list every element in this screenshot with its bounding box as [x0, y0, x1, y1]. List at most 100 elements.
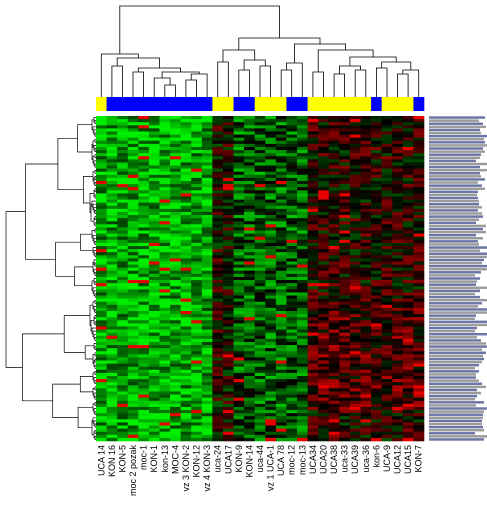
heatmap-cell	[392, 146, 404, 151]
row-label-mark	[429, 317, 475, 320]
heatmap-cell	[127, 215, 139, 219]
heatmap-cell	[191, 174, 203, 179]
row-label-mark	[429, 172, 480, 175]
heatmap-cell	[371, 311, 382, 315]
row-label-mark	[429, 147, 483, 150]
heatmap-cell	[297, 369, 308, 374]
heatmap-cell	[413, 239, 425, 244]
heatmap-cell	[328, 391, 340, 395]
column-group-cell	[180, 97, 192, 111]
heatmap-cell	[127, 249, 139, 253]
heatmap-cell	[191, 419, 203, 423]
heatmap-cell	[381, 146, 393, 151]
heatmap-cell	[138, 227, 150, 231]
heatmap-cell	[170, 174, 181, 179]
heatmap-cell	[371, 184, 382, 188]
heatmap-cell	[159, 258, 171, 262]
heatmap-cell	[138, 406, 150, 411]
heatmap-cell	[286, 304, 298, 309]
heatmap-cell	[159, 400, 171, 405]
heatmap-cell	[233, 419, 245, 423]
heatmap-cell	[339, 295, 351, 299]
heatmap-cell	[318, 258, 330, 262]
heatmap-cell	[117, 227, 129, 231]
heatmap-cell	[212, 122, 224, 126]
heatmap-cell	[170, 249, 181, 253]
row-label-mark	[429, 326, 477, 330]
heatmap-cell	[297, 307, 308, 312]
heatmap-cell	[297, 301, 308, 306]
heatmap-cell	[180, 314, 192, 318]
heatmap-cell	[297, 224, 308, 228]
heatmap-cell	[159, 208, 171, 213]
heatmap-cell	[413, 242, 425, 247]
heatmap-cell	[371, 434, 382, 439]
heatmap-cell	[328, 314, 340, 318]
heatmap-cell	[265, 134, 277, 138]
heatmap-cell	[117, 298, 129, 303]
heatmap-cell	[349, 320, 361, 324]
heatmap-cell	[191, 270, 203, 275]
heatmap-cell	[413, 168, 425, 173]
heatmap-cell	[371, 242, 382, 247]
heatmap-cell	[339, 205, 351, 210]
heatmap-cell	[307, 116, 319, 120]
heatmap-cell	[254, 406, 266, 411]
heatmap-cell	[360, 323, 372, 327]
heatmap-cell	[413, 249, 425, 253]
heatmap-cell	[159, 403, 171, 408]
heatmap-cell	[307, 403, 319, 408]
heatmap-cell	[233, 413, 245, 417]
heatmap-cell	[349, 360, 361, 364]
row-label-mark	[429, 332, 487, 336]
column-label: moc-1	[139, 445, 149, 470]
heatmap-cell	[96, 258, 107, 262]
heatmap-cell	[159, 283, 171, 287]
heatmap-cell	[307, 360, 319, 364]
heatmap-cell	[106, 174, 118, 179]
heatmap-cell	[233, 150, 245, 154]
heatmap-cell	[191, 289, 203, 293]
row-label-mark	[429, 379, 479, 382]
heatmap-cell	[275, 227, 287, 231]
heatmap-cell	[349, 382, 361, 386]
heatmap-cell	[328, 131, 340, 135]
heatmap-cell	[328, 320, 340, 324]
heatmap-cell	[318, 304, 330, 309]
heatmap-cell	[222, 410, 234, 414]
heatmap-cell	[392, 119, 404, 123]
heatmap-cell	[201, 227, 213, 231]
heatmap-cell	[307, 292, 319, 296]
heatmap-cell	[297, 233, 308, 238]
heatmap-cell	[233, 292, 245, 296]
heatmap-cell	[138, 311, 150, 315]
heatmap-cell	[371, 153, 382, 157]
heatmap-cell	[402, 193, 414, 197]
heatmap-cell	[191, 137, 203, 142]
heatmap-cell	[148, 218, 160, 222]
column-label: KON-5	[118, 445, 128, 473]
heatmap-cell	[307, 311, 319, 315]
heatmap-cell	[201, 391, 213, 395]
heatmap-cell	[413, 332, 425, 337]
heatmap-cell	[265, 351, 277, 355]
heatmap-cell	[201, 400, 213, 405]
heatmap-cell	[254, 357, 266, 361]
heatmap-cell	[349, 184, 361, 188]
heatmap-cell	[297, 159, 308, 163]
heatmap-cell	[233, 388, 245, 392]
heatmap-cell	[212, 419, 224, 423]
heatmap-cell	[339, 190, 351, 194]
column-group-cell	[96, 97, 107, 111]
heatmap-cell	[318, 307, 330, 312]
heatmap-cell	[96, 366, 107, 371]
heatmap-cell	[254, 267, 266, 272]
heatmap-cell	[265, 131, 277, 135]
heatmap-cell	[233, 360, 245, 364]
heatmap-cell	[127, 190, 139, 194]
heatmap-cell	[381, 159, 393, 163]
heatmap-cell	[349, 307, 361, 312]
heatmap-cell	[413, 317, 425, 321]
heatmap-cell	[180, 196, 192, 200]
heatmap-cell	[413, 289, 425, 293]
